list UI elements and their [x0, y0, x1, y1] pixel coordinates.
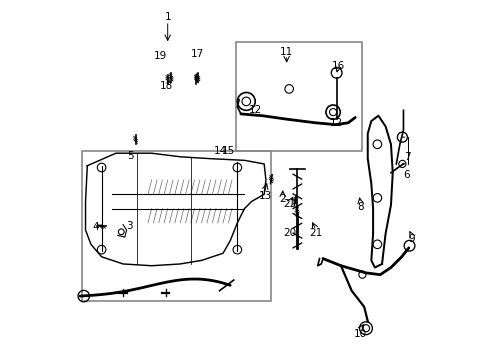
Text: 3: 3 — [126, 221, 133, 231]
Text: 6: 6 — [403, 170, 409, 180]
Text: 13: 13 — [258, 191, 271, 201]
Text: 10: 10 — [353, 329, 366, 339]
Text: 17: 17 — [190, 49, 203, 59]
Text: 4: 4 — [92, 222, 99, 232]
Text: 21: 21 — [309, 228, 322, 238]
Text: 5: 5 — [127, 151, 134, 161]
Text: 19: 19 — [154, 51, 167, 61]
Text: 16: 16 — [331, 61, 344, 71]
Text: 18: 18 — [160, 81, 173, 91]
Text: 22: 22 — [283, 199, 296, 209]
Bar — [82, 152, 271, 301]
Bar — [235, 42, 362, 152]
Text: 20: 20 — [283, 228, 296, 238]
Text: 15: 15 — [222, 146, 235, 156]
Text: 2: 2 — [279, 194, 285, 204]
Text: 1: 1 — [164, 13, 171, 22]
Text: 14: 14 — [213, 146, 226, 156]
Text: 12: 12 — [329, 118, 343, 128]
Text: 8: 8 — [357, 202, 363, 212]
Text: 7: 7 — [403, 152, 409, 162]
Text: 9: 9 — [407, 234, 414, 244]
Text: 12: 12 — [249, 105, 262, 115]
Text: 11: 11 — [280, 47, 293, 57]
